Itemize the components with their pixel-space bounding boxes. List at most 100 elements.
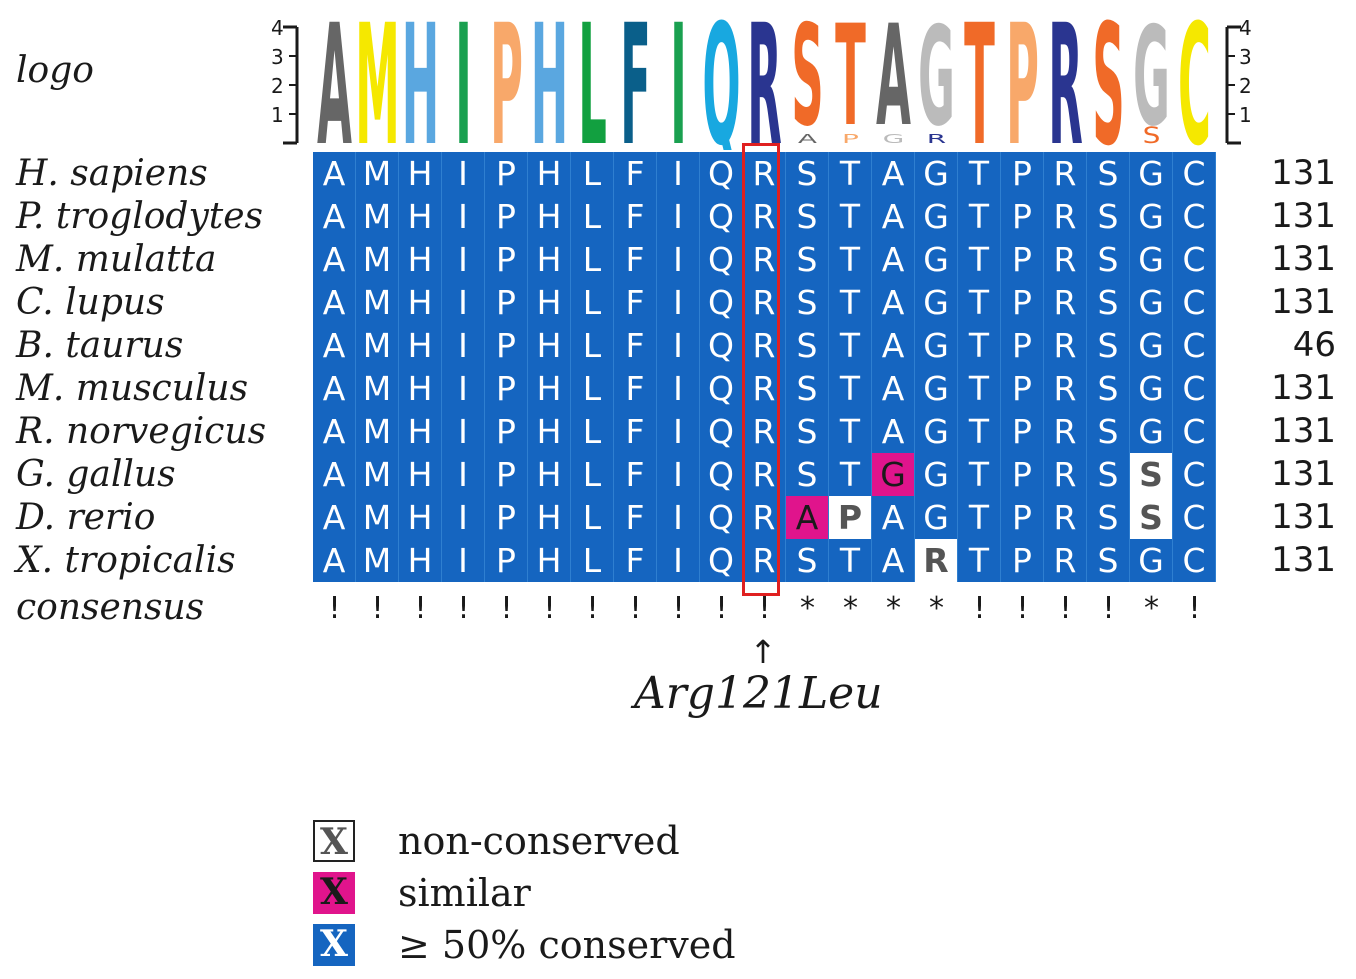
residue-cell: F bbox=[614, 195, 657, 238]
residue-cell: A bbox=[313, 453, 356, 496]
residue-cell: P bbox=[485, 367, 528, 410]
residue-cell: H bbox=[399, 324, 442, 367]
residue-cell: P bbox=[1001, 281, 1044, 324]
residue-cell: H bbox=[528, 496, 571, 539]
residue-count: 46 bbox=[1292, 325, 1336, 365]
residue-cell: Q bbox=[700, 367, 743, 410]
residue-cell: H bbox=[399, 152, 442, 195]
residue-cell: L bbox=[571, 539, 614, 582]
residue-cell: S bbox=[1130, 453, 1173, 496]
residue-cell: L bbox=[571, 410, 614, 453]
logo-letter: G bbox=[918, 0, 955, 150]
residue-cell: Q bbox=[700, 539, 743, 582]
residue-count: 131 bbox=[1271, 282, 1336, 322]
logo-letter: Q bbox=[702, 0, 740, 150]
mutation-highlight-box bbox=[742, 143, 780, 596]
residue-cell: C bbox=[1173, 496, 1216, 539]
residue-cell: P bbox=[485, 324, 528, 367]
residue-cell: G bbox=[1130, 238, 1173, 281]
consensus-mark: ! bbox=[543, 591, 556, 626]
residue-cell: Q bbox=[700, 410, 743, 453]
residue-cell: A bbox=[872, 367, 915, 410]
residue-cell: G bbox=[1130, 281, 1173, 324]
residue-cell: I bbox=[442, 496, 485, 539]
residue-cell: G bbox=[915, 453, 958, 496]
logo-letter: A bbox=[317, 0, 352, 150]
residue-cell: R bbox=[1044, 238, 1087, 281]
residue-cell: T bbox=[958, 324, 1001, 367]
consensus-mark: * bbox=[886, 591, 901, 626]
residue-cell: I bbox=[657, 281, 700, 324]
species-label: R. norvegicus bbox=[16, 411, 267, 452]
legend-non-conserved-text: non-conserved bbox=[398, 819, 680, 863]
residue-cell: P bbox=[1001, 453, 1044, 496]
residue-cell: H bbox=[528, 152, 571, 195]
residue-count: 131 bbox=[1271, 239, 1336, 279]
logo-letter: M bbox=[355, 0, 400, 150]
residue-cell: P bbox=[485, 238, 528, 281]
residue-cell: P bbox=[485, 496, 528, 539]
consensus-mark: ! bbox=[500, 591, 513, 626]
residue-cell: H bbox=[528, 281, 571, 324]
residue-cell: A bbox=[313, 238, 356, 281]
residue-cell: H bbox=[528, 367, 571, 410]
legend-non-conserved-symbol: X bbox=[320, 821, 348, 863]
residue-cell: P bbox=[1001, 152, 1044, 195]
residue-cell: Q bbox=[700, 238, 743, 281]
axis-tick-label: 1 bbox=[271, 103, 284, 127]
residue-cell: T bbox=[958, 410, 1001, 453]
residue-cell: S bbox=[1087, 152, 1130, 195]
residue-cell: P bbox=[485, 410, 528, 453]
residue-cell: T bbox=[958, 195, 1001, 238]
residue-cell: A bbox=[872, 152, 915, 195]
residue-cell: S bbox=[1087, 195, 1130, 238]
residue-cell: R bbox=[743, 238, 786, 281]
residue-cell: T bbox=[958, 281, 1001, 324]
residue-cell: T bbox=[829, 367, 872, 410]
residue-cell: C bbox=[1173, 539, 1216, 582]
logo-letter: T bbox=[835, 0, 866, 150]
residue-cell: Q bbox=[700, 453, 743, 496]
residue-cell: G bbox=[915, 324, 958, 367]
species-label: M. musculus bbox=[16, 368, 249, 409]
residue-cell: F bbox=[614, 281, 657, 324]
consensus-mark: ! bbox=[414, 591, 427, 626]
consensus-mark: ! bbox=[629, 591, 642, 626]
residue-cell: G bbox=[915, 281, 958, 324]
consensus-mark: ! bbox=[1016, 591, 1029, 626]
residue-cell: H bbox=[528, 539, 571, 582]
residue-cell: S bbox=[786, 281, 829, 324]
residue-cell: I bbox=[657, 453, 700, 496]
residue-count: 131 bbox=[1271, 196, 1336, 236]
residue-count: 131 bbox=[1271, 454, 1336, 494]
residue-cell: A bbox=[872, 539, 915, 582]
residue-cell: M bbox=[356, 539, 399, 582]
species-label: X. tropicalis bbox=[16, 540, 236, 581]
residue-cell: P bbox=[485, 195, 528, 238]
residue-cell: S bbox=[1087, 539, 1130, 582]
residue-cell: T bbox=[958, 238, 1001, 281]
residue-cell: I bbox=[657, 238, 700, 281]
consensus-mark: ! bbox=[1102, 591, 1115, 626]
residue-count: 131 bbox=[1271, 153, 1336, 193]
residue-cell: M bbox=[356, 453, 399, 496]
residue-cell: I bbox=[442, 324, 485, 367]
residue-cell: A bbox=[313, 367, 356, 410]
residue-cell: T bbox=[958, 152, 1001, 195]
residue-cell: S bbox=[1087, 281, 1130, 324]
logo-letter: I bbox=[455, 0, 472, 150]
consensus-mark: ! bbox=[758, 591, 771, 626]
mutation-arrow: ↑ bbox=[749, 633, 777, 671]
logo-letter: L bbox=[578, 0, 607, 150]
residue-cell: A bbox=[313, 539, 356, 582]
residue-cell: F bbox=[614, 367, 657, 410]
residue-cell: G bbox=[1130, 539, 1173, 582]
residue-cell: T bbox=[958, 539, 1001, 582]
residue-cell: F bbox=[614, 152, 657, 195]
residue-cell: S bbox=[786, 238, 829, 281]
residue-cell: M bbox=[356, 238, 399, 281]
